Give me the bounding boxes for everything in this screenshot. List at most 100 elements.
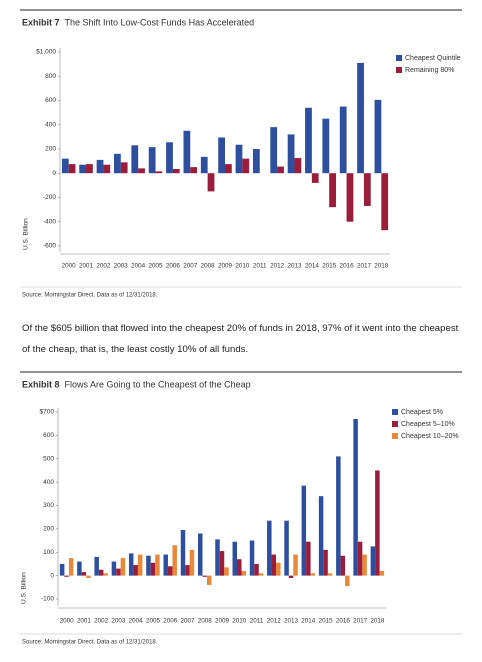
bar [155,171,163,174]
bar [277,166,284,174]
y-tick-label: 400 [43,479,54,486]
bar [287,134,295,174]
x-tick-label: 2006 [163,618,178,625]
bar [271,554,277,576]
bar [111,561,117,576]
y-tick-label: -100 [41,596,54,603]
bar [133,565,138,576]
bar [200,156,208,174]
bar [224,567,229,576]
bar [172,168,180,174]
bar [138,168,145,174]
y-tick-label: 0 [50,572,54,579]
bar [198,533,203,576]
y-axis-label: U.S. Billion [21,572,28,604]
legend-label: Cheapest Quintile [405,55,461,62]
bar [150,562,156,576]
bar [276,562,281,576]
source-note: Source: Morningstar Direct. Data as of 1… [22,640,158,646]
bar [370,546,376,576]
y-axis-label: U.S. Billion [23,218,30,250]
x-tick-label: 2004 [129,618,144,625]
x-tick-label: 2012 [270,263,285,270]
bar [270,127,278,174]
x-tick-label: 2002 [96,263,111,270]
bar [167,566,173,576]
bar [322,118,330,174]
bar [252,148,260,174]
bar [172,545,177,576]
x-tick-label: 2015 [319,618,334,625]
y-tick-label: -600 [43,243,56,250]
exhibit-label: Exhibit 7 [22,17,60,27]
x-tick-label: 2013 [284,618,299,625]
bar [237,559,242,576]
y-tick-label: 300 [43,502,54,509]
x-tick-label: 2011 [253,263,267,270]
y-tick-label: -400 [43,218,56,225]
bar [293,554,298,576]
bar [375,470,380,576]
bar [146,555,151,576]
bar [318,496,324,576]
x-tick-label: 2006 [166,263,181,270]
source-note: Source: Morningstar Direct. Data as of 1… [22,293,158,299]
chart-title: Flows Are Going to the Cheapest of the C… [65,379,251,389]
x-tick-label: 2012 [267,618,282,625]
bar [116,568,121,576]
x-tick-label: 2010 [232,618,247,625]
bar [284,520,289,576]
body-paragraph: Of the $605 billion that flowed into the… [22,323,459,355]
bar [61,158,69,174]
x-tick-label: 2017 [357,263,372,270]
bar [242,158,250,174]
y-tick-label: 200 [43,526,54,533]
bar [267,520,272,576]
bar [128,553,134,576]
bar [357,62,364,174]
bar [103,164,111,174]
x-tick-label: 2005 [146,618,161,625]
bar [225,164,232,174]
bar [114,153,121,174]
bar [190,167,198,174]
bar [357,541,363,576]
bar [120,558,126,576]
bar [379,570,385,576]
bar [249,540,255,576]
legend-swatch [392,421,398,427]
bar [98,569,104,576]
bar [79,164,87,174]
y-tick-label: 200 [45,146,56,153]
bar [363,173,371,206]
bar [96,159,104,174]
bar [137,554,143,576]
legend-swatch [392,409,398,415]
bar [189,549,195,576]
bar [345,575,350,587]
bar [81,572,87,576]
x-tick-label: 2010 [235,263,250,270]
y-tick-label: $700 [40,409,55,416]
x-tick-label: 2016 [340,263,355,270]
bar [336,456,341,576]
bar [86,164,93,174]
x-tick-label: 2015 [322,263,337,270]
bar [185,565,190,576]
y-tick-label: -200 [43,194,56,201]
bar [206,575,212,585]
legend-label: Cheapest 5% [401,409,443,416]
bar [180,530,186,576]
legend-label: Remaining 80% [405,67,454,74]
bar [323,549,328,576]
y-tick-label: 600 [45,97,56,104]
y-tick-label: 600 [43,432,54,439]
bar [218,137,225,174]
bar [305,107,312,174]
x-tick-label: 2002 [94,618,109,625]
exhibit-8: Exhibit 8 Flows Are Going to the Cheapest… [20,371,462,646]
x-tick-label: 2005 [149,263,164,270]
bar [155,554,160,576]
bar [254,563,259,576]
